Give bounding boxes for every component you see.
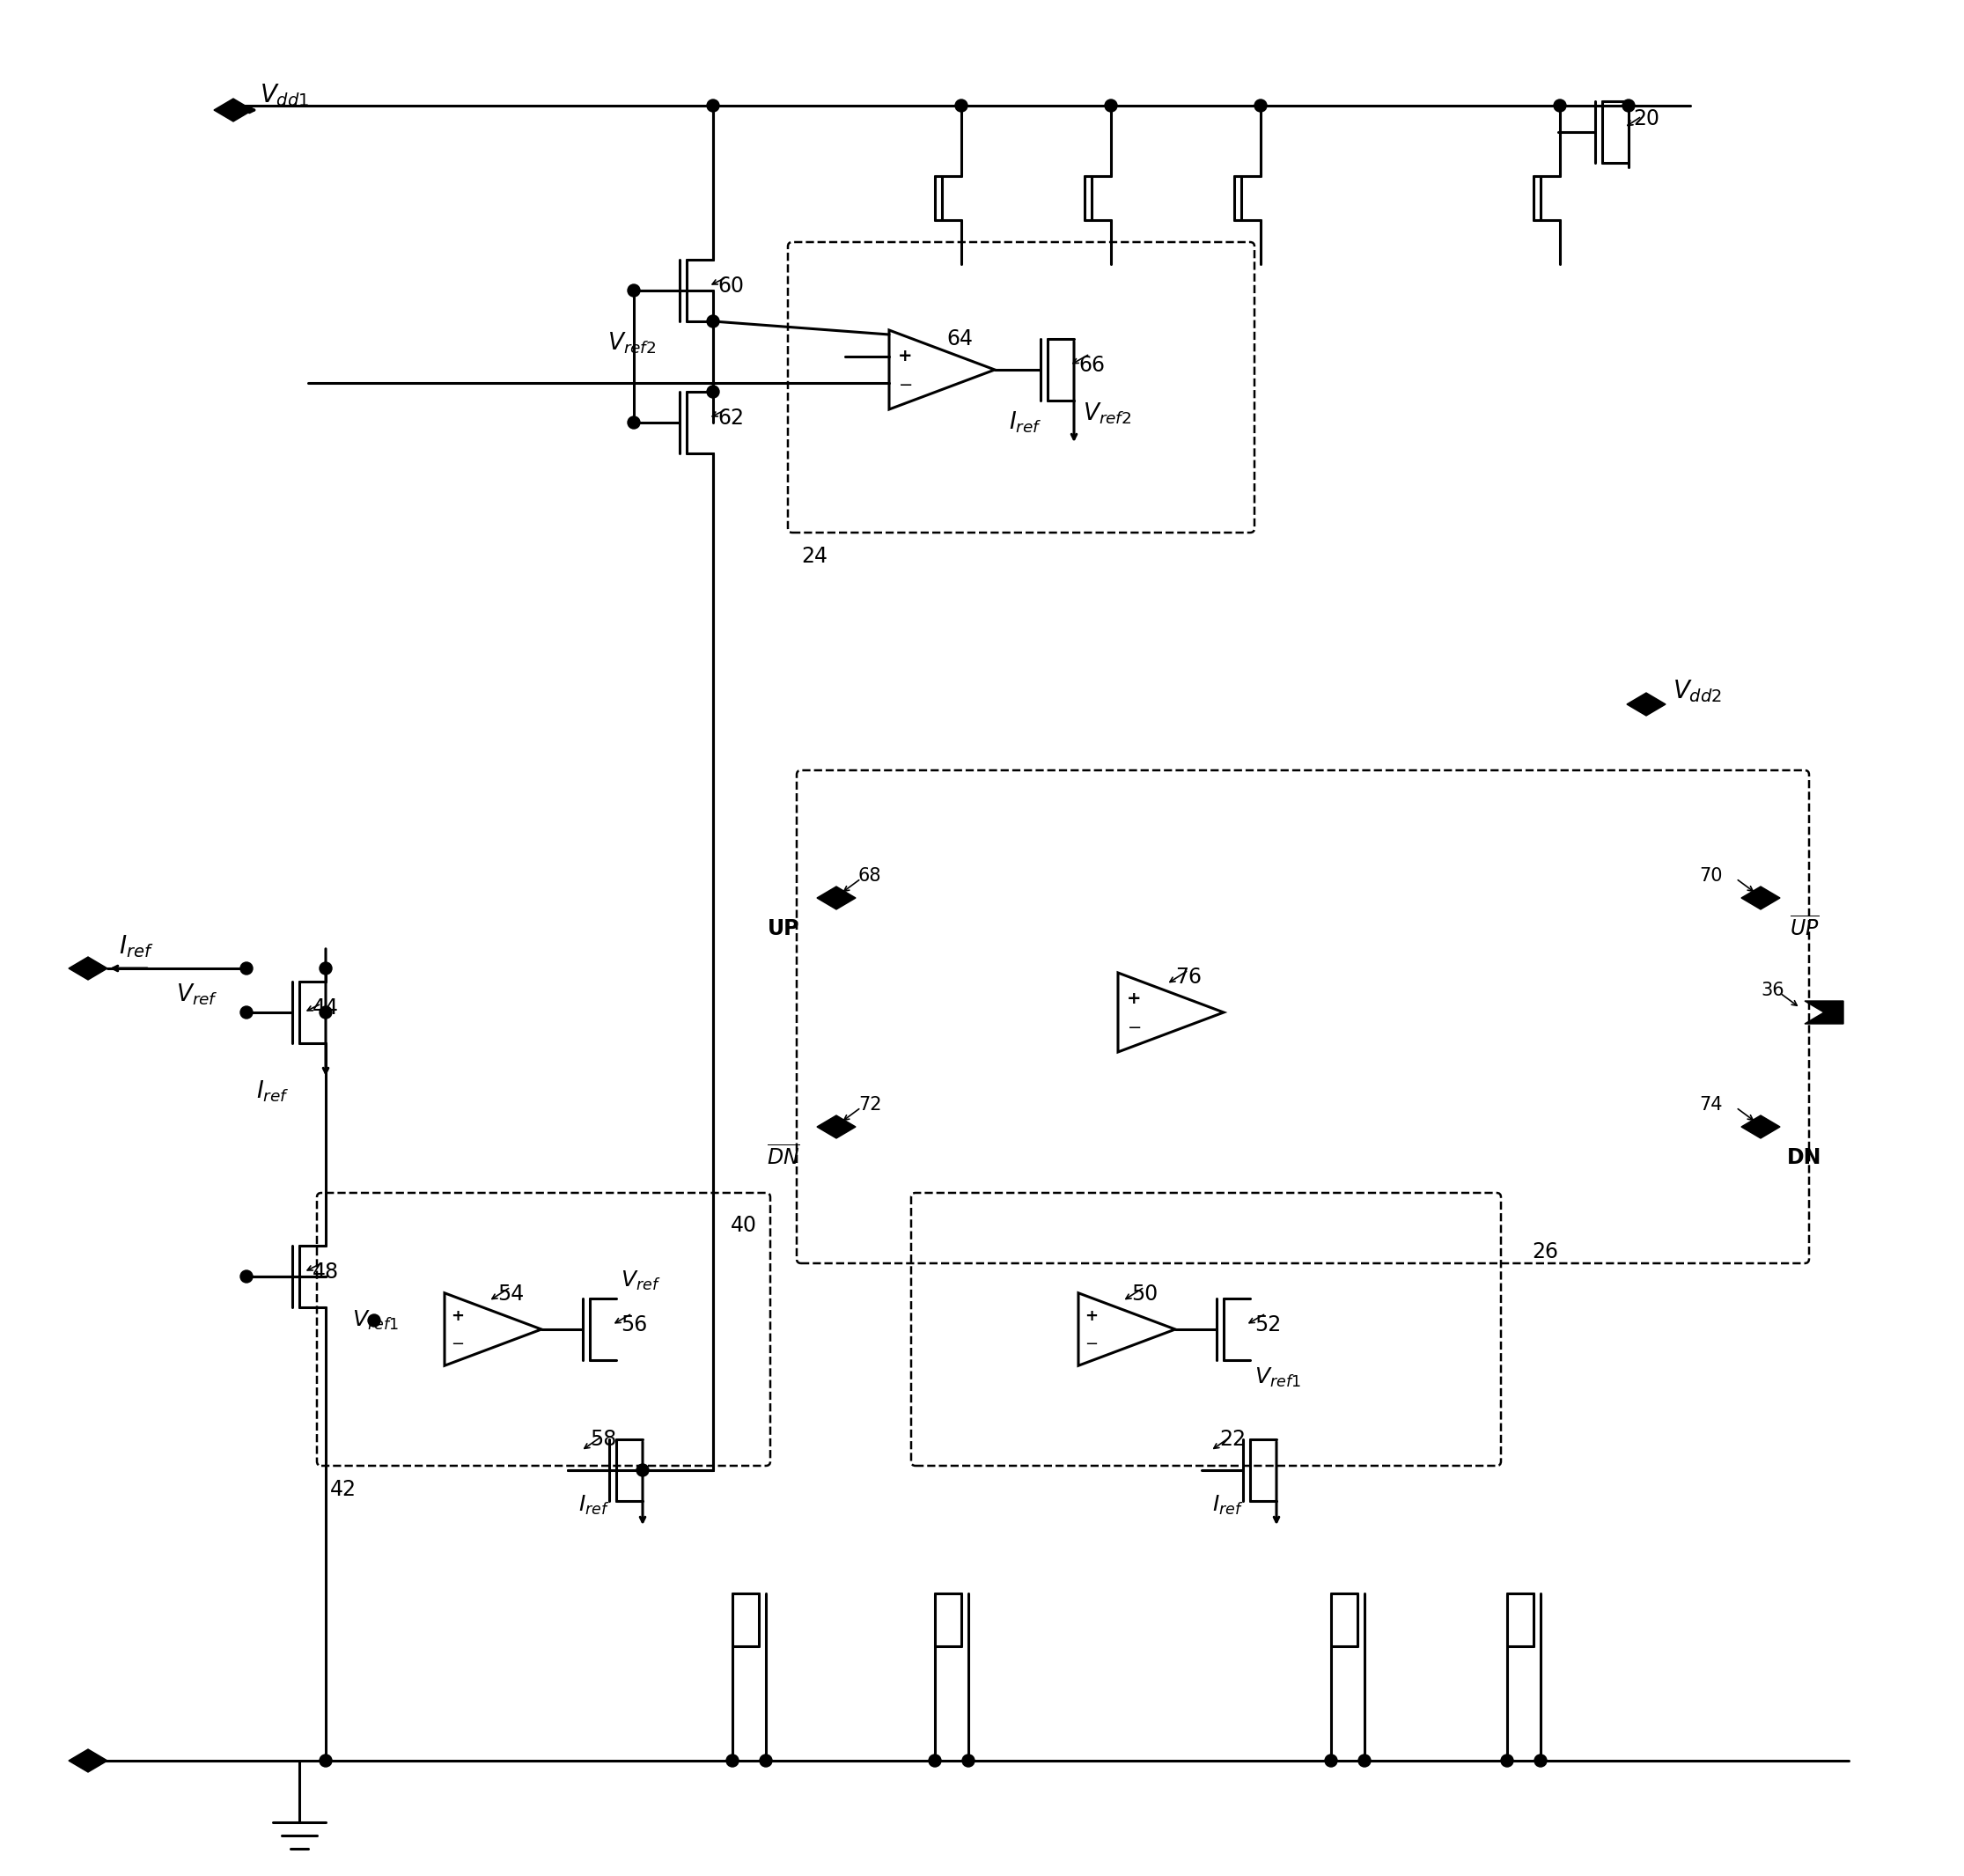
Circle shape [760, 1754, 772, 1767]
Circle shape [707, 99, 719, 113]
Text: $V_{ref}$: $V_{ref}$ [621, 1270, 660, 1293]
Text: $I_{ref}$: $I_{ref}$ [1212, 1493, 1243, 1518]
Text: 44: 44 [312, 998, 340, 1019]
Text: $-$: $-$ [1084, 1334, 1098, 1351]
Text: 74: 74 [1699, 1096, 1722, 1114]
Text: 58: 58 [589, 1430, 617, 1450]
Text: $-$: $-$ [1127, 1017, 1141, 1034]
Text: 22: 22 [1220, 1430, 1245, 1450]
Circle shape [727, 1754, 738, 1767]
Circle shape [320, 962, 332, 974]
Circle shape [1500, 1754, 1514, 1767]
Text: 56: 56 [621, 1315, 648, 1336]
Text: 76: 76 [1174, 966, 1202, 989]
Circle shape [628, 416, 640, 430]
Text: $I_{ref}$: $I_{ref}$ [579, 1493, 611, 1518]
Text: $-$: $-$ [898, 375, 911, 392]
Text: $\overline{DN}$: $\overline{DN}$ [766, 1146, 799, 1169]
Circle shape [1326, 1754, 1337, 1767]
Text: 54: 54 [497, 1283, 524, 1304]
Text: $V_{ref2}$: $V_{ref2}$ [607, 330, 656, 356]
Polygon shape [69, 957, 108, 979]
Circle shape [240, 962, 253, 974]
Circle shape [707, 315, 719, 328]
Text: $V_{ref}$: $V_{ref}$ [177, 983, 218, 1007]
Text: 50: 50 [1131, 1283, 1159, 1304]
Polygon shape [817, 1116, 856, 1139]
Text: 20: 20 [1632, 109, 1660, 129]
Circle shape [1359, 1754, 1371, 1767]
Circle shape [962, 1754, 974, 1767]
Text: $-$: $-$ [452, 1334, 464, 1351]
Circle shape [955, 99, 968, 113]
Text: 26: 26 [1532, 1242, 1557, 1263]
Text: +: + [1084, 1308, 1098, 1324]
Polygon shape [69, 1748, 108, 1773]
Text: $I_{ref}$: $I_{ref}$ [257, 1079, 289, 1105]
Text: $V_{dd1}$: $V_{dd1}$ [259, 83, 308, 109]
Text: $V_{ref1}$: $V_{ref1}$ [352, 1309, 399, 1332]
Text: 62: 62 [717, 407, 744, 430]
Text: 48: 48 [312, 1261, 340, 1283]
Polygon shape [817, 887, 856, 910]
Polygon shape [1742, 887, 1779, 910]
Circle shape [1622, 99, 1634, 113]
Polygon shape [1742, 1116, 1779, 1139]
Circle shape [707, 386, 719, 398]
Text: $I_{ref}$: $I_{ref}$ [1009, 411, 1043, 435]
Circle shape [320, 1754, 332, 1767]
Circle shape [320, 1006, 332, 1019]
Circle shape [1554, 99, 1565, 113]
Text: $I_{ref}$: $I_{ref}$ [120, 932, 153, 959]
Circle shape [367, 1315, 381, 1326]
Text: 42: 42 [330, 1478, 357, 1501]
Text: 24: 24 [801, 546, 827, 567]
Circle shape [240, 1006, 253, 1019]
Circle shape [1534, 1754, 1548, 1767]
Polygon shape [1805, 1002, 1844, 1024]
Text: 70: 70 [1699, 867, 1722, 885]
Text: 60: 60 [717, 276, 744, 296]
Circle shape [636, 1463, 648, 1476]
Text: $\overline{UP}$: $\overline{UP}$ [1789, 917, 1819, 940]
Polygon shape [214, 99, 253, 122]
Text: 68: 68 [858, 867, 882, 885]
Circle shape [1255, 99, 1267, 113]
Text: UP: UP [768, 917, 799, 940]
Text: $V_{ref2}$: $V_{ref2}$ [1082, 401, 1131, 426]
Text: $V_{dd2}$: $V_{dd2}$ [1673, 677, 1722, 704]
Text: DN: DN [1787, 1146, 1823, 1169]
Polygon shape [1626, 692, 1665, 717]
Circle shape [628, 285, 640, 296]
Text: $V_{ref1}$: $V_{ref1}$ [1255, 1366, 1300, 1390]
Text: +: + [898, 349, 911, 366]
Circle shape [1106, 99, 1118, 113]
Text: 36: 36 [1760, 981, 1783, 1000]
Text: 40: 40 [731, 1216, 756, 1236]
Text: 52: 52 [1255, 1315, 1281, 1336]
Circle shape [929, 1754, 941, 1767]
Text: +: + [452, 1308, 464, 1324]
Circle shape [240, 1270, 253, 1283]
Text: +: + [1127, 991, 1141, 1007]
Text: 72: 72 [858, 1096, 882, 1114]
Text: 64: 64 [947, 328, 972, 349]
Text: 66: 66 [1078, 355, 1106, 375]
